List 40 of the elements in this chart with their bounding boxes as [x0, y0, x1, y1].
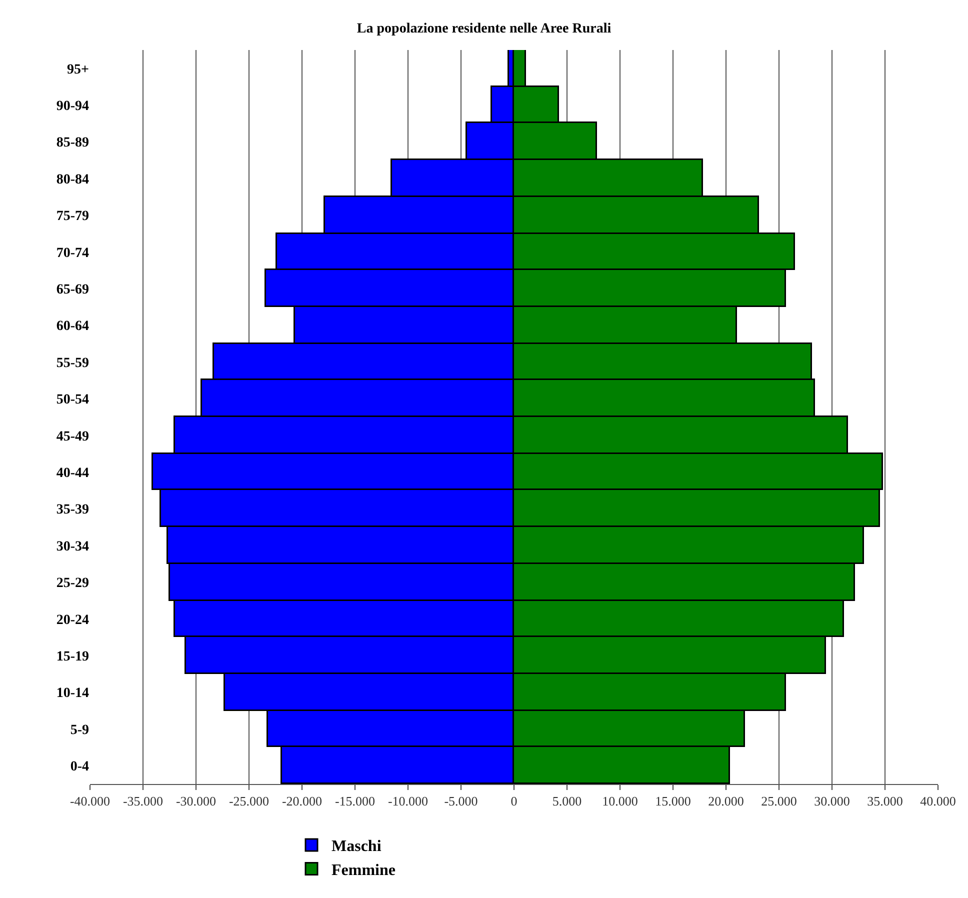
x-tick-label: -25.000	[228, 794, 270, 809]
y-tick-label: 55-59	[56, 356, 89, 371]
y-tick-label: 40-44	[56, 466, 89, 481]
x-tick-label: -30.000	[176, 794, 216, 809]
y-tick-label: 60-64	[56, 319, 89, 334]
x-tick-label: 25.000	[761, 794, 797, 809]
legend-label: Maschi	[332, 838, 382, 856]
y-tick-label: 0-4	[70, 760, 89, 775]
y-tick-label: 45-49	[56, 429, 89, 444]
x-tick-label: -10.000	[388, 794, 428, 809]
x-tick-label: 20.000	[708, 794, 744, 809]
y-tick-label: 50-54	[56, 392, 89, 408]
y-tick-label: 20-24	[56, 612, 89, 628]
y-tick-label: 25-29	[56, 576, 89, 592]
y-tick-label: 30-34	[56, 539, 89, 554]
chart-title: La popolazione residente nelle Aree Rurali	[356, 21, 612, 36]
x-tick-label: 15.000	[655, 794, 691, 809]
x-tick-label: -40.000	[70, 794, 110, 809]
x-tick-label: -5.000	[444, 794, 478, 809]
x-tick-label: 35.000	[867, 794, 903, 809]
x-tick-label: -35.000	[122, 794, 164, 809]
x-tick-label: 30.000	[814, 794, 850, 809]
y-tick-label: 35-39	[56, 502, 89, 518]
y-tick-label: 95+	[67, 62, 90, 78]
y-tick-label: 80-84	[56, 172, 89, 188]
y-tick-label: 5-9	[70, 722, 89, 738]
y-tick-label: 15-19	[56, 649, 89, 664]
y-tick-label: 10-14	[56, 686, 89, 702]
y-tick-label: 75-79	[56, 209, 89, 224]
x-tick-label: -15.000	[334, 794, 376, 809]
x-tick-label: -20.000	[282, 794, 322, 809]
x-tick-label: 5.000	[552, 794, 582, 809]
y-tick-label: 65-69	[56, 282, 89, 298]
legend-label: Femmine	[332, 862, 396, 879]
x-tick-label: 10.000	[602, 794, 638, 809]
y-tick-label: 70-74	[56, 246, 89, 261]
x-tick-label: 40.000	[920, 794, 956, 809]
y-tick-label: 90-94	[56, 98, 89, 114]
x-tick-label: 0	[510, 794, 518, 809]
y-tick-label: 85-89	[56, 136, 89, 151]
